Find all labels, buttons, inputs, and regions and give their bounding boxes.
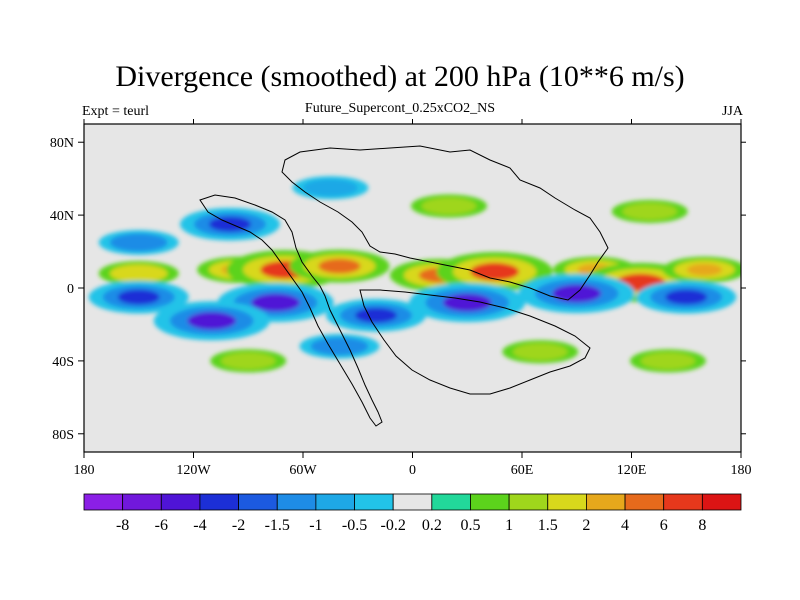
y-tick-label: 0 <box>67 282 74 297</box>
field-blob-core <box>121 267 156 280</box>
x-tick-label: 180 <box>74 463 95 478</box>
colorbar-swatch <box>701 493 742 511</box>
colorbar-label: 6 <box>660 517 668 534</box>
chart-subtitle: Future_Supercont_0.25xCO2_NS <box>304 101 496 116</box>
y-tick-label: 40S <box>52 355 74 370</box>
field-blob-core <box>470 262 519 281</box>
colorbar-label: 0.2 <box>422 517 442 534</box>
field-blob-core <box>121 236 156 249</box>
colorbar-swatch <box>624 493 665 511</box>
colorbar-label: -1.5 <box>265 517 290 534</box>
colorbar-label: 2 <box>582 517 590 534</box>
colorbar-label: 0.5 <box>460 517 480 534</box>
colorbar-label: -8 <box>116 517 129 534</box>
colorbar-swatch <box>276 493 317 511</box>
colorbar-swatch <box>663 493 703 511</box>
field-blob-core <box>318 258 361 274</box>
field-blob-core <box>524 346 557 357</box>
colorbar-label: -6 <box>155 517 168 534</box>
x-tick-label: 60E <box>511 463 534 478</box>
x-tick-label: 120W <box>176 463 211 478</box>
colorbar-label: 8 <box>698 517 706 534</box>
y-tick-label: 40N <box>50 209 74 224</box>
x-tick-label: 120E <box>617 463 647 478</box>
continent-outlines <box>199 145 609 427</box>
chart-title: Divergence (smoothed) at 200 hPa (10**6 … <box>115 60 685 93</box>
field-blob-core <box>552 284 602 303</box>
continent-south <box>359 289 591 395</box>
colorbar-swatch <box>199 493 239 511</box>
x-tick-label: 60W <box>289 463 317 478</box>
colorbar-swatch <box>547 493 587 511</box>
field-blob-core <box>322 340 357 352</box>
colorbar-label: -1 <box>309 517 322 534</box>
field-blob-core <box>117 289 160 305</box>
continent-north <box>281 145 609 301</box>
field-blob-core <box>652 355 684 367</box>
field-blob-core <box>355 307 397 323</box>
colorbar-label: -2 <box>232 517 245 534</box>
y-tick-label: 80S <box>52 428 74 443</box>
field-blob-core <box>187 311 237 330</box>
colorbar-swatch <box>122 493 162 511</box>
colorbar-label: -0.2 <box>381 517 406 534</box>
y-tick-label: 80N <box>50 136 74 151</box>
colorbar-swatch <box>508 493 549 511</box>
x-tick-label: 0 <box>409 463 416 478</box>
field-blob-core <box>251 293 300 312</box>
experiment-label: Expt = teurl <box>82 104 149 119</box>
divergence-field <box>88 176 741 373</box>
field-blob-core <box>232 355 265 367</box>
colorbar-swatch <box>470 493 510 511</box>
field-blob-core <box>686 263 723 276</box>
colorbar-swatch <box>431 493 471 511</box>
colorbar-label: 1 <box>505 517 513 534</box>
colorbar: -8 -6 -4 -2 -1.5 -1 -0.5 -0.2 0.2 0.5 1 1.5 2 4 6 8 <box>83 493 742 534</box>
colorbar-swatch <box>354 493 394 511</box>
field-blob-core <box>433 200 465 212</box>
colorbar-swatch <box>586 493 626 511</box>
colorbar-swatch <box>160 493 201 511</box>
colorbar-label: 1.5 <box>538 517 558 534</box>
colorbar-swatch <box>83 493 124 511</box>
field-blob-core <box>665 289 708 305</box>
field-blob-core <box>633 206 666 217</box>
colorbar-label: -4 <box>193 517 206 534</box>
x-axis: 180 120W 60W 0 60E 120E 180 <box>74 119 752 478</box>
colorbar-label: -0.5 <box>342 517 367 534</box>
colorbar-swatch <box>238 493 278 511</box>
colorbar-swatch <box>315 493 355 511</box>
season-label: JJA <box>721 104 743 119</box>
field-blob-core <box>314 182 347 193</box>
continent-west <box>199 194 383 427</box>
y-axis: 80N 40N 0 40S 80S <box>50 136 746 443</box>
x-tick-label: 180 <box>731 463 752 478</box>
colorbar-swatch <box>392 493 433 511</box>
colorbar-label: 4 <box>621 517 629 534</box>
